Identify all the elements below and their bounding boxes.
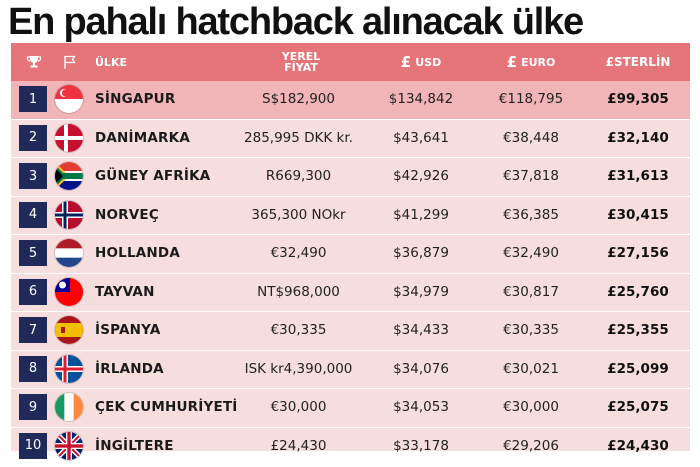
table-row: 9 ÇEK CUMHURİYETİ €30,000 $34,053 €30,000 £25… (11, 389, 690, 428)
header-local-price-line1: YEREL (281, 50, 321, 63)
iceland-flag (55, 354, 83, 383)
header-usd-label: USD (415, 55, 442, 69)
euro-price: €30,021 (503, 360, 559, 377)
sterling-price: £32,140 (607, 129, 669, 146)
country-name: GÜNEY AFRİKA (95, 168, 211, 184)
rank-badge: 3 (19, 163, 47, 189)
usd-price: $34,433 (393, 322, 449, 338)
sterling-price: £24,430 (607, 437, 669, 454)
country-name: NORVEÇ (95, 206, 159, 223)
table-row: 7 İSPANYA €30,335 $34,433 €30,335 £25,355 (11, 312, 690, 351)
local-price: 285,995 DKK kr. (244, 129, 353, 146)
country-name: HOLLANDA (95, 245, 180, 261)
table-row: 4 NORVEÇ 365,300 NOkr $41,299 €36,385 £30,415 (11, 197, 690, 235)
country-name: DANİMARKA (95, 129, 190, 146)
header-sterling: £STERLİN (605, 54, 671, 69)
euro-price: €30,335 (503, 322, 559, 338)
table-row: 2 DANİMARKA 285,995 DKK kr. $43,641 €38,448 £… (11, 120, 690, 158)
header-usd: £ USD (371, 43, 471, 81)
local-price: £24,430 (270, 437, 327, 454)
sterling-price: £27,156 (607, 245, 669, 261)
trophy-icon (19, 43, 49, 81)
rank-badge: 6 (19, 278, 47, 305)
usd-price: $34,053 (393, 399, 449, 415)
table-row: 6 TAYVAN NT$968,000 $34,979 €30,817 £25,760 (11, 274, 690, 312)
south-africa-flag (55, 162, 83, 190)
header-euro-symbol: £ (506, 52, 518, 71)
spain-flag (55, 316, 83, 344)
euro-price: €36,385 (503, 206, 559, 223)
usd-price: $43,641 (393, 129, 449, 146)
sterling-price: £31,613 (607, 168, 669, 184)
usd-price: $36,879 (393, 245, 449, 261)
ireland-flag (55, 393, 83, 421)
header-local-price: YEREL FİYAT (251, 43, 351, 81)
header-usd-symbol: £ (400, 52, 412, 71)
local-price: S$182,900 (262, 91, 335, 107)
usd-price: $34,076 (393, 360, 449, 377)
taiwan-flag (55, 277, 83, 306)
sterling-price: £25,760 (607, 283, 669, 300)
rank-badge: 9 (19, 394, 47, 420)
table-body: 1 SİNGAPUR S$182,900 $134,842 €118,795 £99,30… (11, 81, 690, 466)
rank-badge: 2 (19, 124, 47, 151)
usd-price: $134,842 (388, 91, 454, 107)
table-row: 10 İNGİLTERE £24,430 $33,178 €29,206 £24,430 (11, 428, 690, 466)
norway-flag (55, 200, 83, 229)
country-name: İRLANDA (95, 360, 164, 377)
sterling-price: £99,305 (607, 91, 669, 107)
netherlands-flag (55, 239, 83, 267)
local-price: €30,335 (270, 322, 327, 338)
country-name: TAYVAN (95, 283, 155, 300)
country-name: İNGİLTERE (95, 437, 174, 454)
rank-badge: 10 (19, 432, 47, 459)
euro-price: €32,490 (503, 245, 559, 261)
united-kingdom-flag (55, 431, 83, 460)
table-row: 3 GÜNEY AFRİKA R669,300 $42,926 €37,818 £31,6… (11, 158, 690, 197)
header-euro-label: EURO (521, 55, 556, 69)
local-price: €30,000 (270, 399, 327, 415)
table-row: 8 İRLANDA ISK kr4,390,000 $34,076 €30,021 £25… (11, 351, 690, 389)
usd-price: $33,178 (393, 437, 449, 454)
sterling-price: £25,099 (607, 360, 669, 377)
country-name: ÇEK CUMHURİYETİ (95, 399, 238, 415)
rank-badge: 5 (19, 240, 47, 266)
euro-price: €29,206 (503, 437, 559, 454)
header-euro: £ EURO (481, 43, 581, 81)
euro-price: €37,818 (503, 168, 559, 184)
singapore-flag (55, 85, 83, 113)
local-price: 365,300 NOkr (251, 206, 346, 223)
sterling-price: £30,415 (607, 206, 669, 223)
sterling-price: £25,075 (607, 399, 669, 415)
local-price: NT$968,000 (257, 283, 340, 300)
table-row: 1 SİNGAPUR S$182,900 $134,842 €118,795 £99,30… (11, 81, 690, 120)
rank-badge: 7 (19, 317, 47, 343)
table-row: 5 HOLLANDA €32,490 $36,879 €32,490 £27,156 (11, 235, 690, 274)
euro-price: €38,448 (503, 129, 559, 146)
euro-price: €30,000 (503, 399, 559, 415)
table-header: ÜLKE YEREL FİYAT £ USD £ EURO £STERLİN (11, 43, 690, 81)
rank-badge: 1 (19, 86, 47, 112)
rank-badge: 8 (19, 355, 47, 382)
price-table: ÜLKE YEREL FİYAT £ USD £ EURO £STERLİN 1… (11, 43, 690, 466)
denmark-flag (55, 123, 83, 152)
euro-price: €118,795 (498, 91, 564, 107)
usd-price: $41,299 (393, 206, 449, 223)
header-country: ÜLKE (95, 55, 127, 69)
local-price: R669,300 (265, 168, 332, 184)
sterling-price: £25,355 (607, 322, 669, 338)
euro-price: €30,817 (503, 283, 559, 300)
local-price: ISK kr4,390,000 (244, 360, 353, 377)
header-local-price-line2: FİYAT (284, 61, 318, 74)
usd-price: $42,926 (393, 168, 449, 184)
local-price: €32,490 (270, 245, 327, 261)
usd-price: $34,979 (393, 283, 449, 300)
page-title: En pahalı hatchback alınacak ülke (8, 1, 584, 43)
country-name: İSPANYA (95, 322, 161, 338)
country-name: SİNGAPUR (95, 91, 176, 107)
rank-badge: 4 (19, 201, 47, 228)
flag-icon (55, 43, 85, 81)
